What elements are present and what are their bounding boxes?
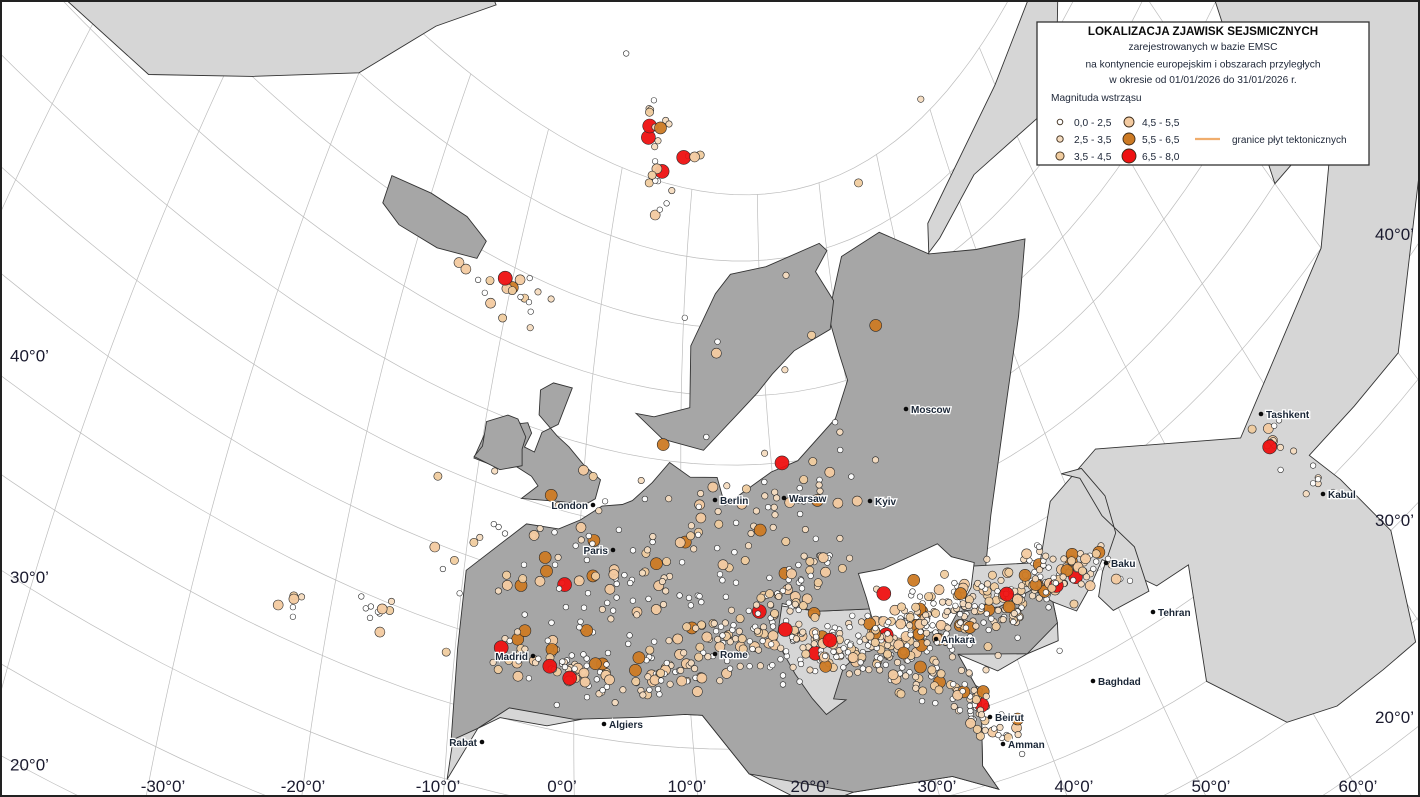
svg-text:30°0’: 30°0’	[918, 777, 957, 796]
svg-text:Moscow: Moscow	[911, 405, 951, 416]
svg-text:Rabat: Rabat	[449, 738, 477, 749]
svg-text:LOKALIZACJA ZJAWISK SEJSMICZNY: LOKALIZACJA ZJAWISK SEJSMICZNYCH	[1088, 25, 1318, 38]
svg-text:30°0’: 30°0’	[10, 568, 49, 587]
svg-text:na kontynencie europejskim i o: na kontynencie europejskim i obszarach p…	[1086, 60, 1321, 71]
svg-text:Amman: Amman	[1008, 740, 1045, 751]
svg-text:Madrid: Madrid	[495, 652, 528, 663]
svg-text:40°0’: 40°0’	[10, 347, 49, 366]
svg-text:10°0’: 10°0’	[668, 777, 707, 796]
svg-text:5,5 - 6,5: 5,5 - 6,5	[1142, 135, 1180, 146]
svg-text:London: London	[551, 501, 588, 512]
svg-text:20°0’: 20°0’	[1375, 708, 1414, 727]
svg-text:Kyiv: Kyiv	[875, 497, 897, 508]
svg-text:-20°0’: -20°0’	[281, 777, 326, 796]
svg-text:Kabul: Kabul	[1328, 490, 1356, 501]
svg-text:0°0’: 0°0’	[547, 777, 576, 796]
svg-text:Paris: Paris	[584, 546, 609, 557]
svg-text:Warsaw: Warsaw	[789, 494, 827, 505]
svg-text:20°0’: 20°0’	[10, 755, 49, 774]
svg-text:20°0’: 20°0’	[791, 777, 830, 796]
svg-text:-30°0’: -30°0’	[141, 777, 186, 796]
svg-text:2,5 - 3,5: 2,5 - 3,5	[1074, 135, 1112, 146]
svg-text:50°0’: 50°0’	[1192, 777, 1231, 796]
svg-text:Baku: Baku	[1111, 559, 1135, 570]
svg-text:Berlin: Berlin	[720, 496, 748, 507]
svg-text:-10°0’: -10°0’	[416, 777, 461, 796]
svg-text:zarejestrowanych w bazie EMSC: zarejestrowanych w bazie EMSC	[1129, 42, 1278, 53]
svg-text:w okresie od 01/01/2026 do 31/: w okresie od 01/01/2026 do 31/01/2026 r.	[1108, 75, 1296, 86]
svg-text:Tashkent: Tashkent	[1266, 410, 1310, 421]
svg-text:Baghdad: Baghdad	[1098, 677, 1141, 688]
svg-text:40°0’: 40°0’	[1055, 777, 1094, 796]
svg-text:0,0 - 2,5: 0,0 - 2,5	[1074, 118, 1112, 129]
svg-text:granice płyt tektonicznych: granice płyt tektonicznych	[1232, 135, 1347, 146]
svg-text:Beirut: Beirut	[995, 713, 1025, 724]
svg-text:Tehran: Tehran	[1158, 608, 1191, 619]
svg-text:3,5 - 4,5: 3,5 - 4,5	[1074, 152, 1112, 163]
svg-text:Ankara: Ankara	[941, 635, 975, 646]
svg-text:Algiers: Algiers	[609, 720, 643, 731]
svg-text:4,5 - 5,5: 4,5 - 5,5	[1142, 118, 1180, 129]
svg-text:Rome: Rome	[720, 650, 748, 661]
svg-text:60°0’: 60°0’	[1339, 777, 1378, 796]
svg-text:40°0’: 40°0’	[1375, 225, 1414, 244]
svg-text:30°0’: 30°0’	[1375, 511, 1414, 530]
svg-text:6,5 - 8,0: 6,5 - 8,0	[1142, 152, 1180, 163]
svg-text:Magnituda wstrząsu: Magnituda wstrząsu	[1051, 93, 1142, 104]
